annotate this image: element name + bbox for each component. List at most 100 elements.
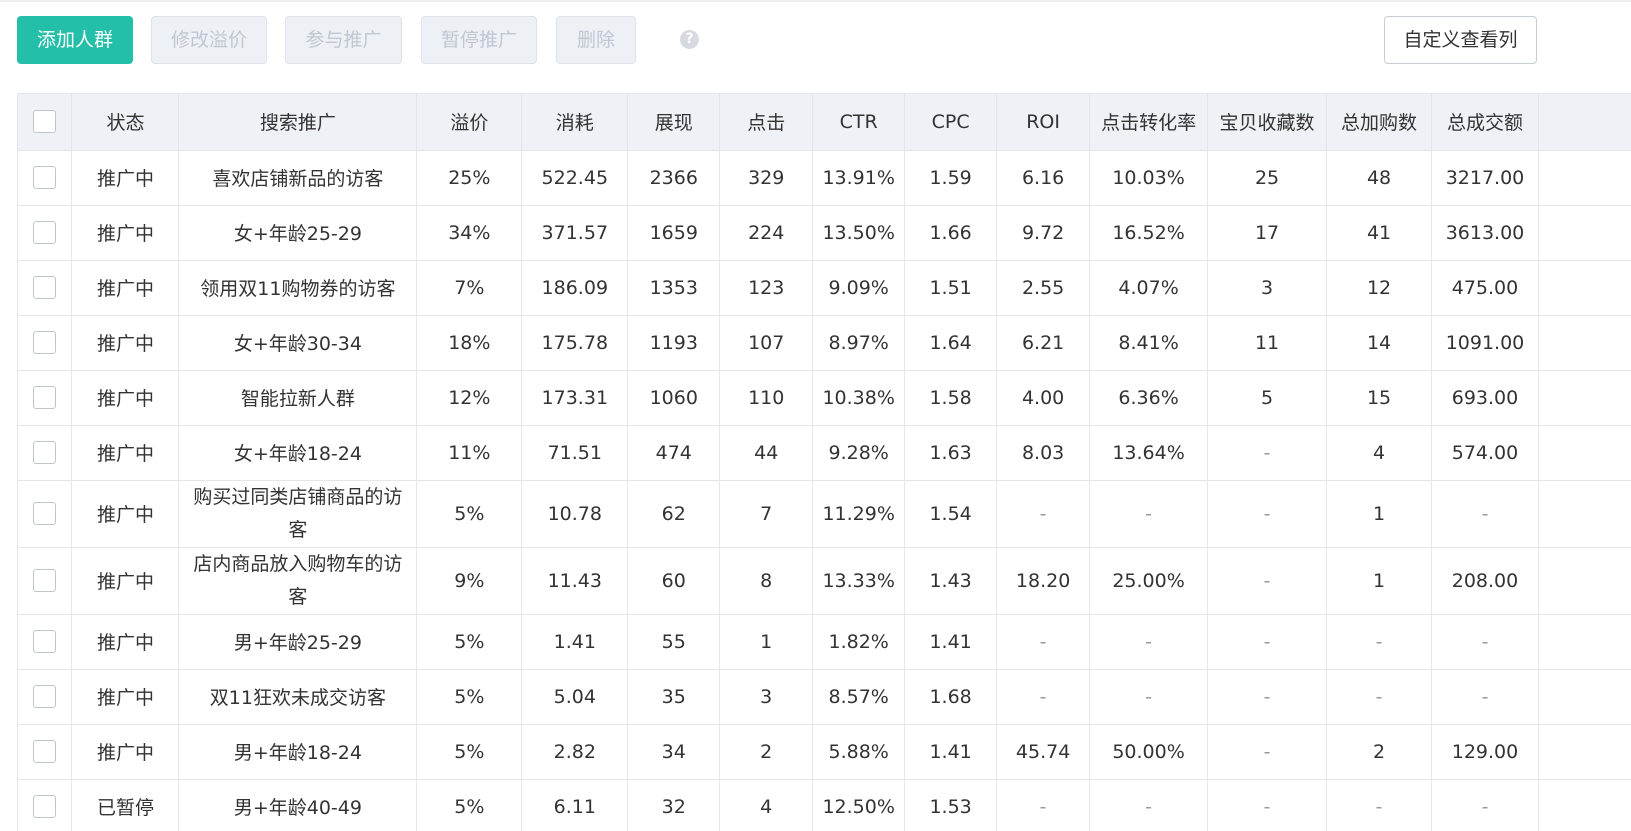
cpc-cell: 1.66 xyxy=(904,205,998,261)
audience-name-cell[interactable]: 女+年龄25-29 xyxy=(178,205,418,261)
audience-name-cell[interactable]: 双11狂欢未成交访客 xyxy=(178,669,418,725)
table-cell-empty xyxy=(1538,260,1631,316)
table-row[interactable]: 推广中 女+年龄25-29 34% 371.57 1659 224 13.50% 1.66 9.… xyxy=(18,205,1631,261)
row-select-cell[interactable] xyxy=(18,614,73,670)
row-checkbox[interactable] xyxy=(33,569,57,592)
audience-name-cell[interactable]: 女+年龄18-24 xyxy=(178,425,418,481)
row-checkbox[interactable] xyxy=(33,740,57,763)
favorites-cell: - xyxy=(1207,669,1328,725)
table-row[interactable]: 推广中 双11狂欢未成交访客 5% 5.04 35 3 8.57% 1.68- - - - - xyxy=(18,669,1631,725)
row-select-cell[interactable] xyxy=(18,205,73,261)
table-row[interactable]: 推广中 领用双11购物券的访客 7% 186.09 1353 123 9.09% 1.51 2.… xyxy=(18,260,1631,316)
audience-name-cell[interactable]: 男+年龄25-29 xyxy=(178,614,418,670)
audience-name-cell[interactable]: 男+年龄18-24 xyxy=(178,724,418,780)
row-select-cell[interactable] xyxy=(18,370,73,426)
row-checkbox[interactable] xyxy=(33,276,57,299)
add-to-cart-cell: 1 xyxy=(1326,480,1433,548)
table-row[interactable]: 已暂停 男+年龄40-49 5% 6.11 32 4 12.50% 1.53- - - - - xyxy=(18,779,1631,831)
clicks-cell: 1 xyxy=(719,614,814,670)
audience-name-cell[interactable]: 喜欢店铺新品的访客 xyxy=(178,150,418,206)
table-row[interactable]: 推广中 喜欢店铺新品的访客 25% 522.45 2366 329 13.91% 1.59 6.… xyxy=(18,150,1631,206)
status-cell: 推广中 xyxy=(71,614,180,670)
favorites-cell: - xyxy=(1207,779,1328,831)
impressions-cell: 1060 xyxy=(627,370,721,426)
cpc-cell: 1.53 xyxy=(904,779,998,831)
join-promotion-button[interactable]: 参与推广 xyxy=(285,16,402,64)
row-select-cell[interactable] xyxy=(18,425,73,481)
row-select-cell[interactable] xyxy=(18,480,73,548)
table-row[interactable]: 推广中 男+年龄25-29 5% 1.41 55 1 1.82% 1.41- - - - - xyxy=(18,614,1631,670)
audience-name-cell[interactable]: 男+年龄40-49 xyxy=(178,779,418,831)
cost-cell: 186.09 xyxy=(521,260,629,316)
row-checkbox[interactable] xyxy=(33,685,57,708)
edit-premium-button[interactable]: 修改溢价 xyxy=(151,16,267,64)
premium-cell: 25% xyxy=(416,150,523,206)
premium-cell: 5% xyxy=(416,480,523,548)
select-all-checkbox[interactable] xyxy=(33,110,57,134)
audience-name-cell[interactable]: 领用双11购物券的访客 xyxy=(178,260,418,316)
row-checkbox[interactable] xyxy=(33,386,57,409)
conversion-rate-cell: 13.64% xyxy=(1089,425,1209,481)
audience-name-cell[interactable]: 智能拉新人群 xyxy=(178,370,418,426)
custom-columns-button[interactable]: 自定义查看列 xyxy=(1384,16,1537,64)
roi-cell: 18.20 xyxy=(996,547,1091,615)
header-cell: 状态 xyxy=(71,94,180,151)
premium-cell: 9% xyxy=(416,547,523,615)
row-checkbox[interactable] xyxy=(33,630,57,653)
table-row[interactable]: 推广中 男+年龄18-24 5% 2.82 34 2 5.88% 1.41 45.74 50.00… xyxy=(18,724,1631,780)
table-cell-empty xyxy=(1538,724,1631,780)
add-to-cart-cell: 1 xyxy=(1326,547,1433,615)
row-checkbox[interactable] xyxy=(33,795,57,818)
impressions-cell: 32 xyxy=(627,779,721,831)
pause-promotion-button[interactable]: 暂停推广 xyxy=(421,16,537,64)
row-select-cell[interactable] xyxy=(18,150,73,206)
clicks-cell: 110 xyxy=(719,370,814,426)
clicks-cell: 3 xyxy=(719,669,814,725)
premium-cell: 5% xyxy=(416,669,523,725)
audience-name-cell[interactable]: 女+年龄30-34 xyxy=(178,315,418,371)
gmv-cell: 475.00 xyxy=(1431,260,1539,316)
cost-cell: 1.41 xyxy=(521,614,629,670)
row-select-cell[interactable] xyxy=(18,315,73,371)
favorites-cell: 17 xyxy=(1207,205,1328,261)
ctr-cell: 13.50% xyxy=(812,205,906,261)
clicks-cell: 329 xyxy=(719,150,814,206)
audience-name-cell[interactable]: 店内商品放入购物车的访客 xyxy=(178,547,418,615)
ctr-cell: 8.97% xyxy=(812,315,906,371)
conversion-rate-cell: 4.07% xyxy=(1089,260,1209,316)
row-select-cell[interactable] xyxy=(18,260,73,316)
ctr-cell: 10.38% xyxy=(812,370,906,426)
table-row[interactable]: 推广中 购买过同类店铺商品的访客 5% 10.78 62 7 11.29% 1.54- - -1- xyxy=(18,480,1631,548)
row-checkbox[interactable] xyxy=(33,221,57,244)
premium-cell: 5% xyxy=(416,779,523,831)
premium-cell: 11% xyxy=(416,425,523,481)
row-select-cell[interactable] xyxy=(18,779,73,831)
table-row[interactable]: 推广中 女+年龄30-34 18% 175.78 1193 107 8.97% 1.64 6.2… xyxy=(18,315,1631,371)
cpc-cell: 1.54 xyxy=(904,480,998,548)
row-checkbox[interactable] xyxy=(33,166,57,189)
table-row[interactable]: 推广中 女+年龄18-24 11% 71.51 474 44 9.28% 1.63 8.03 13… xyxy=(18,425,1631,481)
row-select-cell[interactable] xyxy=(18,724,73,780)
gmv-cell: 129.00 xyxy=(1431,724,1539,780)
favorites-cell: - xyxy=(1207,724,1328,780)
table-row[interactable]: 推广中 智能拉新人群 12% 173.31 1060 110 10.38% 1.58 4.00 6… xyxy=(18,370,1631,426)
select-all-cell[interactable] xyxy=(18,94,73,151)
row-checkbox[interactable] xyxy=(33,502,57,525)
row-checkbox[interactable] xyxy=(33,441,57,464)
audience-name-cell[interactable]: 购买过同类店铺商品的访客 xyxy=(178,480,418,548)
clicks-cell: 224 xyxy=(719,205,814,261)
row-select-cell[interactable] xyxy=(18,669,73,725)
help-icon[interactable]: ? xyxy=(680,30,699,49)
impressions-cell: 1353 xyxy=(627,260,721,316)
table-row[interactable]: 推广中 店内商品放入购物车的访客 9% 11.43 60 8 13.33% 1.43 18.20… xyxy=(18,547,1631,615)
row-select-cell[interactable] xyxy=(18,547,73,615)
status-cell: 推广中 xyxy=(71,547,180,615)
cost-cell: 5.04 xyxy=(521,669,629,725)
clicks-cell: 123 xyxy=(719,260,814,316)
delete-button[interactable]: 删除 xyxy=(556,16,636,64)
roi-cell: 4.00 xyxy=(996,370,1091,426)
row-checkbox[interactable] xyxy=(33,331,57,354)
add-audience-button[interactable]: 添加人群 xyxy=(17,16,133,64)
header-cell: 宝贝收藏数 xyxy=(1207,94,1328,151)
status-cell: 推广中 xyxy=(71,205,180,261)
